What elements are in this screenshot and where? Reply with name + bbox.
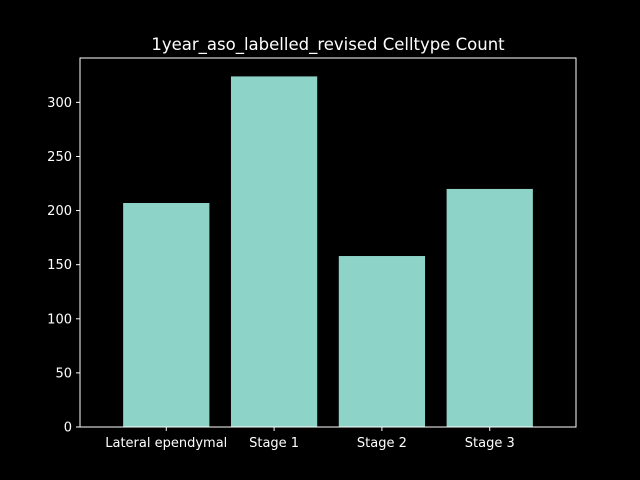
plot-frame [79, 57, 577, 428]
y-tick-label: 200 [47, 204, 72, 219]
x-tick-label: Stage 3 [465, 436, 515, 451]
bar-lateral-ependymal [123, 203, 210, 427]
bar-stage-3 [446, 188, 533, 427]
bar-stage-1 [230, 76, 318, 427]
y-tick-label: 0 [64, 421, 72, 436]
x-tick-label: Lateral ependymal [105, 436, 227, 451]
bars-group [123, 76, 533, 427]
x-tick-label: Stage 1 [249, 436, 299, 451]
chart-title: 1year_aso_labelled_revised Celltype Coun… [151, 35, 505, 55]
y-tick-label: 250 [47, 150, 72, 165]
y-tick-label: 150 [47, 258, 72, 273]
y-tick-label: 50 [55, 366, 72, 381]
bar-stage-2 [338, 256, 426, 427]
x-tick-label: Stage 2 [357, 436, 407, 451]
y-tick-label: 100 [47, 312, 72, 327]
y-tick-label: 300 [47, 96, 72, 111]
y-axis: 0 50 100 150 200 250 300 [47, 96, 80, 436]
x-axis: Lateral ependymal Stage 1 Stage 2 Stage 3 [105, 427, 515, 451]
